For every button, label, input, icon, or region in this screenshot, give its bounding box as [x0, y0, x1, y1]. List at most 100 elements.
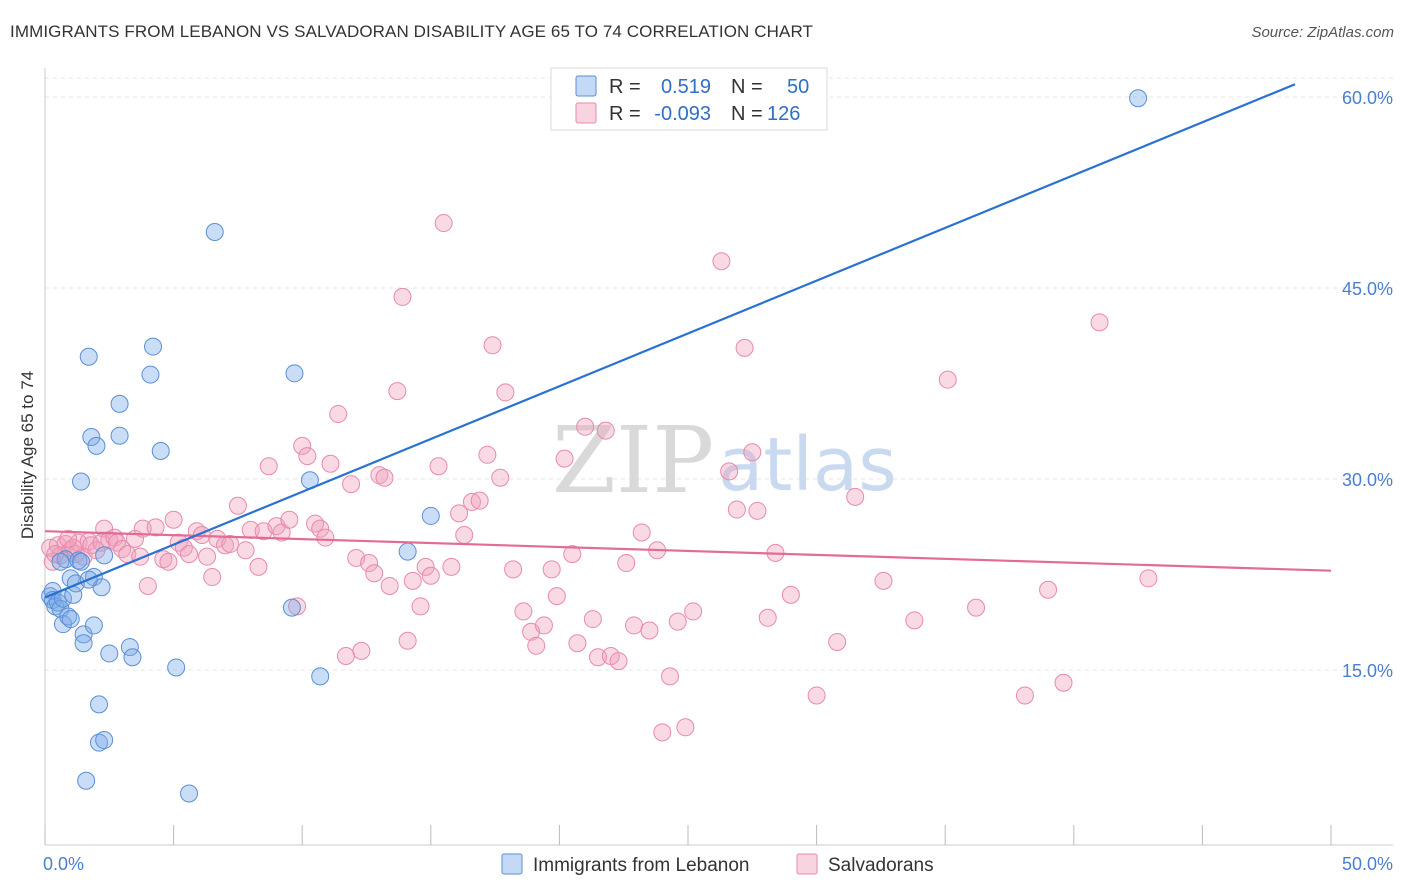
lebanon-point: [144, 337, 163, 356]
lebanon-point: [1129, 89, 1148, 108]
x-tick-label: 0.0%: [43, 854, 84, 874]
series-legend: Immigrants from Lebanon Salvadorans: [501, 853, 934, 876]
lebanon-point: [95, 546, 114, 565]
lebanon-point: [56, 550, 75, 569]
series-legend-swatch-lebanon: [501, 853, 523, 875]
legend-n-value-lebanon: 50: [787, 76, 809, 98]
lebanon-point: [72, 552, 91, 571]
salvadorans-point: [280, 510, 299, 529]
lebanon-point: [74, 634, 93, 653]
series-legend-label-salvadorans: Salvadorans: [828, 855, 934, 876]
salvadorans-point: [504, 560, 523, 579]
lebanon-point: [77, 771, 96, 790]
salvadorans-point: [321, 454, 340, 473]
salvadorans-point: [758, 608, 777, 627]
salvadorans-point: [668, 612, 687, 631]
salvadorans-point: [329, 405, 348, 424]
lebanon-point: [398, 542, 417, 561]
salvadorans-point: [416, 557, 435, 576]
salvadorans-point: [676, 718, 695, 737]
salvadorans-point: [743, 443, 762, 462]
salvadorans-point: [576, 417, 595, 436]
salvadorans-point: [411, 597, 430, 616]
salvadorans-point: [712, 252, 731, 271]
lebanon-point: [110, 426, 129, 445]
lebanon-point: [90, 733, 109, 752]
salvadorans-point: [59, 529, 78, 548]
salvadorans-point: [568, 634, 587, 653]
lebanon-point: [311, 667, 330, 686]
salvadorans-point: [514, 602, 533, 621]
lebanon-point: [205, 222, 224, 241]
salvadorans-point: [735, 338, 754, 357]
lebanon-point: [421, 506, 440, 525]
salvadorans-point: [434, 214, 453, 233]
salvadorans-point: [154, 550, 173, 569]
salvadorans-point: [293, 436, 312, 455]
salvadorans-point: [455, 526, 474, 545]
salvadorans-point: [534, 616, 553, 635]
salvadorans-point: [720, 462, 739, 481]
lebanon-trend-line: [44, 83, 1296, 599]
grid-lines: [45, 77, 1393, 671]
lebanon-point: [100, 644, 119, 663]
salvadorans-point: [491, 468, 510, 487]
lebanon-point: [87, 436, 106, 455]
salvadorans-point: [146, 518, 165, 537]
y-tick-label: 15.0%: [1342, 661, 1393, 681]
salvadorans-point: [1090, 313, 1109, 332]
salvadorans-point: [527, 636, 546, 655]
salvadorans-point: [496, 383, 515, 402]
salvadorans-point: [370, 466, 389, 485]
legend-r-label-salvadorans: R =: [609, 103, 641, 125]
lebanon-point: [120, 638, 139, 657]
salvadorans-point: [874, 571, 893, 590]
salvadorans-point: [360, 554, 379, 573]
salvadorans-point: [905, 611, 924, 630]
salvadorans-point: [133, 519, 152, 538]
series-legend-label-lebanon: Immigrants from Lebanon: [533, 855, 750, 876]
salvadorans-point: [624, 616, 643, 635]
salvadorans-point: [748, 501, 767, 520]
legend-n-label-lebanon: N =: [731, 76, 763, 98]
legend-n-value-salvadorans: 126: [767, 103, 800, 125]
salvadorans-point: [583, 610, 602, 629]
salvadorans-point: [684, 602, 703, 621]
salvadorans-point: [159, 552, 178, 571]
salvadorans-point: [113, 540, 132, 559]
lebanon-point: [79, 347, 98, 366]
salvadorans-point: [640, 621, 659, 640]
legend-box: [550, 67, 828, 131]
y-tick-label: 60.0%: [1342, 88, 1393, 108]
salvadorans-point: [462, 492, 481, 511]
salvadorans-point: [563, 545, 582, 564]
lebanon-point: [282, 598, 301, 617]
salvadorans-point: [609, 652, 628, 671]
salvadorans-point: [398, 631, 417, 650]
legend-r-value-salvadorans: -0.093: [654, 103, 711, 125]
salvadorans-point: [198, 547, 217, 566]
salvadorans-point: [164, 510, 183, 529]
salvadorans-point: [236, 541, 255, 560]
axes: [44, 68, 1393, 846]
salvadorans-point: [342, 475, 361, 494]
lebanon-point: [110, 394, 129, 413]
salvadorans-point: [483, 336, 502, 355]
lebanon-point: [95, 731, 114, 750]
lebanon-point: [84, 616, 103, 635]
salvadorans-point: [180, 545, 199, 564]
salvadorans-point: [596, 421, 615, 440]
salvadorans-point: [352, 641, 371, 660]
y-tick-labels: 15.0% 30.0% 45.0% 60.0%: [1342, 88, 1393, 681]
salvadorans-point: [429, 457, 448, 476]
salvadorans-point: [221, 534, 240, 553]
salvadorans-point: [1015, 686, 1034, 705]
y-tick-label: 45.0%: [1342, 279, 1393, 299]
salvadorans-point: [306, 514, 325, 533]
salvadorans-point: [82, 536, 101, 555]
salvadorans-point: [555, 449, 574, 468]
salvadorans-point: [846, 487, 865, 506]
salvadorans-point: [617, 554, 636, 573]
salvadorans-point: [781, 585, 800, 604]
